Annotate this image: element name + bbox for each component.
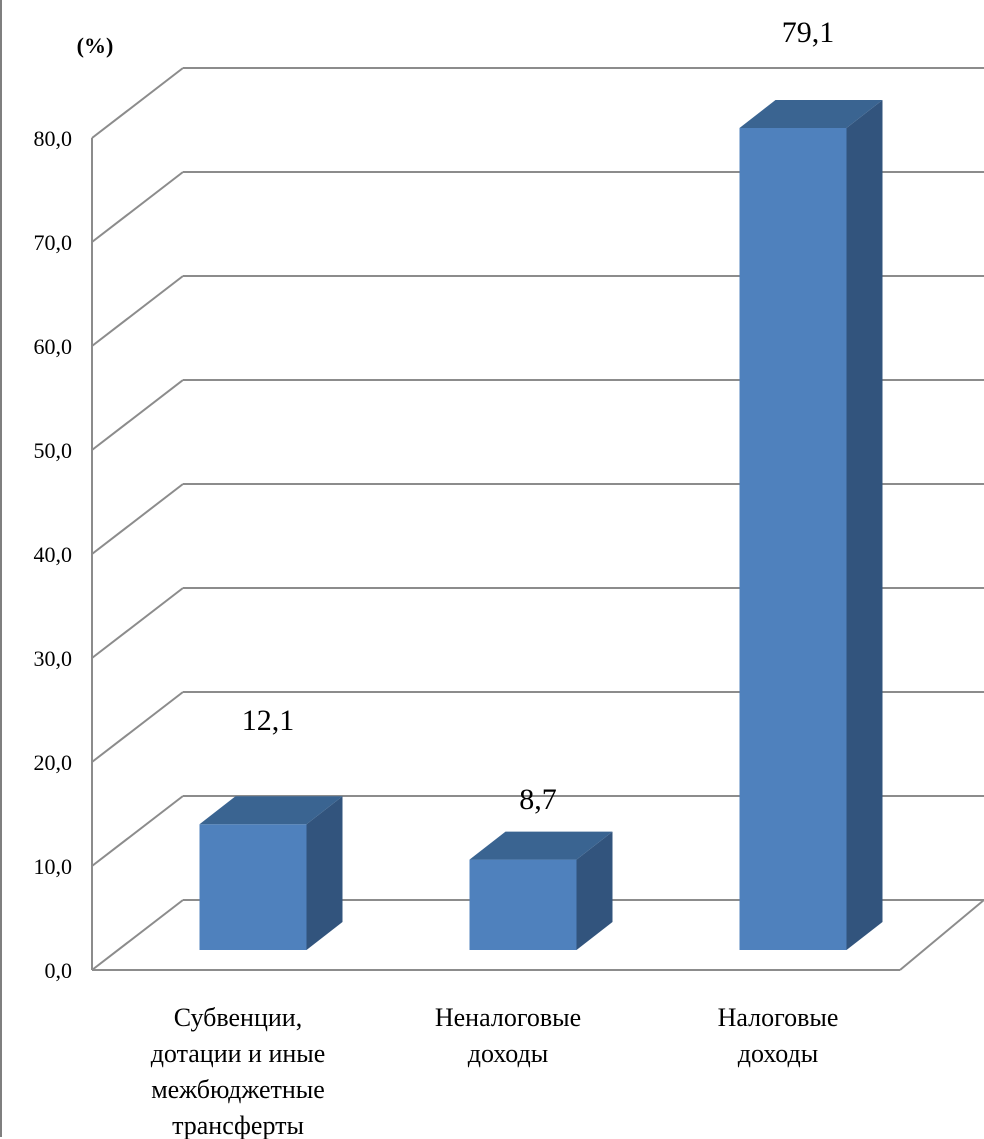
side-wall-gridline [91, 795, 184, 867]
bar-front [469, 859, 577, 950]
category-label: трансферты [172, 1111, 304, 1139]
bar-side [846, 100, 883, 950]
data-label: 79,1 [782, 16, 835, 49]
y-tick-label: 40,0 [34, 542, 73, 567]
unit-label: (%) [77, 33, 114, 58]
floor-right-edge [899, 899, 984, 971]
y-tick-label: 30,0 [34, 646, 73, 671]
y-tick-label: 60,0 [34, 334, 73, 359]
side-wall-gridline [91, 483, 184, 555]
bar-top [469, 831, 613, 860]
y-tick-label: 0,0 [45, 958, 73, 983]
side-wall-gridline [91, 691, 184, 763]
y-tick-label: 80,0 [34, 126, 73, 151]
bar-top [739, 100, 883, 128]
side-wall-gridline [91, 171, 184, 243]
y-tick-label: 20,0 [34, 750, 73, 775]
y-tick-label: 70,0 [34, 230, 73, 255]
side-wall-gridline [91, 587, 184, 659]
data-label: 8,7 [519, 783, 557, 816]
bar-side [306, 796, 343, 950]
category-label: межбюджетные [151, 1075, 325, 1104]
side-wall-gridline [91, 379, 184, 451]
side-wall-gridline [91, 67, 184, 139]
side-wall-gridline [91, 275, 184, 347]
category-label: дотации и иные [151, 1039, 326, 1068]
y-tick-label: 10,0 [34, 854, 73, 879]
category-label: Неналоговые [435, 1003, 581, 1032]
data-label: 12,1 [242, 704, 295, 737]
bar-side [576, 831, 613, 950]
category-label: Налоговые [718, 1003, 839, 1032]
category-label: Субвенции, [174, 1003, 302, 1032]
category-label: доходы [468, 1039, 549, 1068]
bar-top [199, 796, 343, 825]
y-tick-label: 50,0 [34, 438, 73, 463]
side-wall-gridline [91, 899, 184, 971]
bar-front [739, 128, 847, 950]
bar-front [199, 824, 307, 950]
category-label: доходы [738, 1039, 819, 1068]
